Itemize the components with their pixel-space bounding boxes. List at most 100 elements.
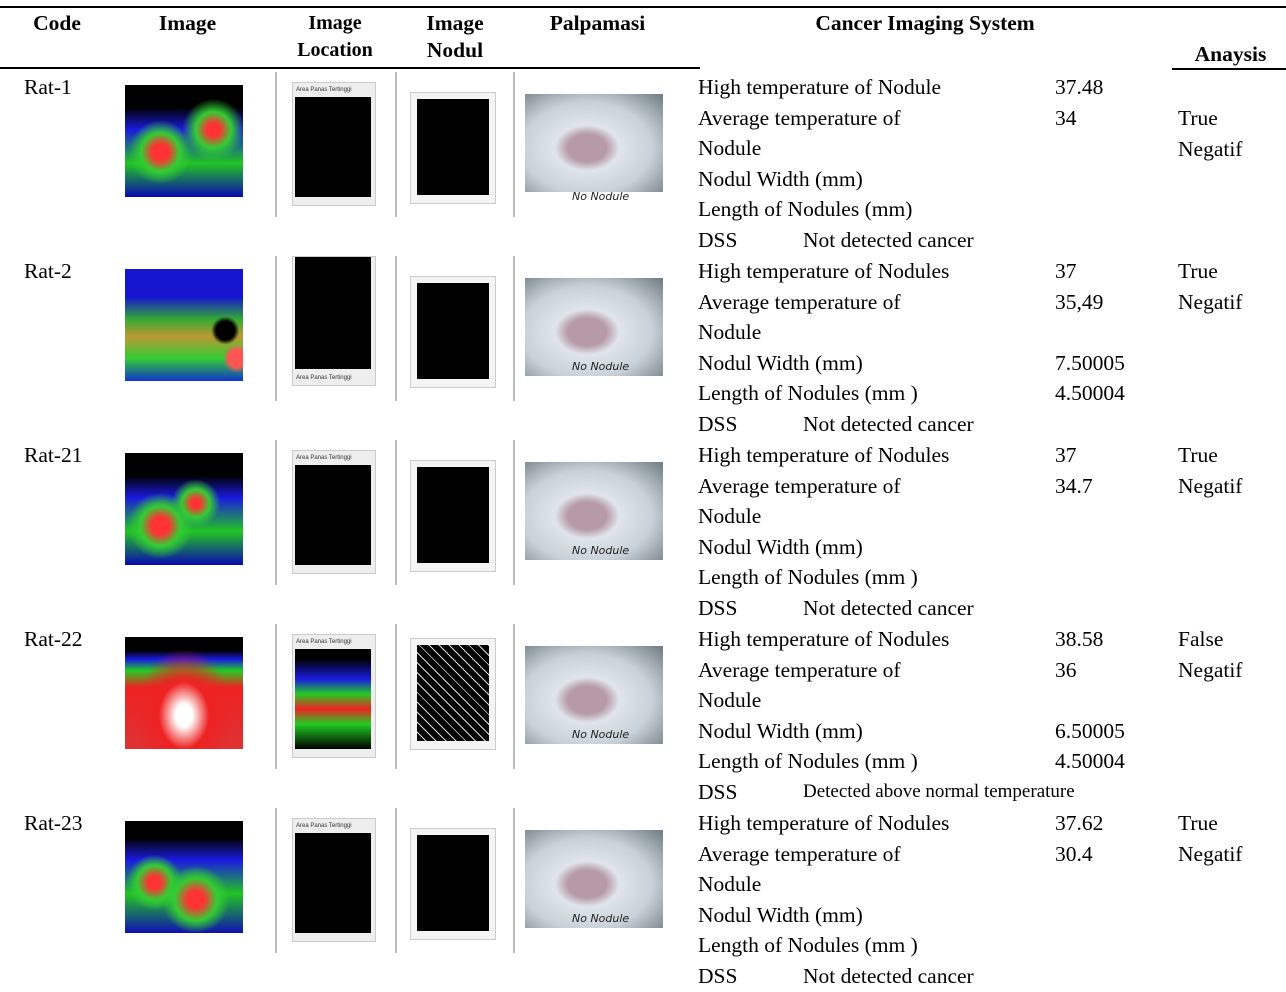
code: Rat-21 [24, 440, 94, 471]
analysis: True Negatif [1178, 440, 1258, 501]
location-caption: Area Panas Tertinggi [296, 374, 352, 382]
thermal-image [125, 85, 243, 197]
separator [275, 256, 277, 401]
separator [513, 440, 515, 585]
measure: Length of Nodules (mm) [698, 194, 1178, 225]
separator [395, 624, 397, 769]
nodul-area [417, 99, 489, 195]
measure-label: Length of Nodules (mm ) [698, 930, 968, 961]
separator [395, 72, 397, 217]
measure: Average temperature of Nodule 36 [698, 655, 1178, 716]
measure-value: 35,49 [1055, 287, 1103, 318]
separator [395, 256, 397, 401]
measure-label: High temperature of Nodule [698, 72, 968, 103]
measure: Nodul Width (mm) [698, 164, 1178, 195]
palpation-caption: No Nodule [572, 190, 629, 204]
top-rule [0, 6, 1286, 8]
dss-result: Not detected cancer [803, 961, 974, 992]
measure: High temperature of Nodules 37 [698, 440, 1178, 471]
measure-label: Nodul Width (mm) [698, 348, 968, 379]
header-cancer-imaging-system: Cancer Imaging System [740, 10, 1110, 37]
measure-value: 34.7 [1055, 471, 1093, 502]
measure-value: 37.48 [1055, 72, 1103, 103]
measure-label: Nodul Width (mm) [698, 164, 968, 195]
measure-label: Length of Nodules (mm ) [698, 378, 968, 409]
measure: Average temperature of Nodule 34.7 [698, 471, 1178, 532]
thermal-image [125, 269, 243, 381]
measure: Nodul Width (mm)7.50005 [698, 348, 1178, 379]
analysis: True Negatif [1178, 256, 1258, 317]
header-image-nodul: Image Nodul [410, 10, 500, 64]
nodul-image [410, 460, 496, 572]
location-caption: Area Panas Tertinggi [296, 454, 352, 462]
measure-value: 38.58 [1055, 624, 1103, 655]
location-caption: Area Panas Tertinggi [296, 86, 352, 94]
measure-label: Average temperature of Nodule [698, 103, 968, 164]
code: Rat-22 [24, 624, 94, 655]
thermal-image [125, 637, 243, 749]
measure: Nodul Width (mm) [698, 532, 1178, 563]
separator [513, 72, 515, 217]
location-area [295, 97, 371, 197]
separator [513, 808, 515, 953]
measures: High temperature of Nodules37.62Average … [698, 808, 1178, 961]
thermal-image [125, 453, 243, 565]
measure-label: High temperature of Nodules [698, 440, 968, 471]
measure-value: 30.4 [1055, 839, 1093, 870]
thermal-image [125, 821, 243, 933]
separator [513, 624, 515, 769]
measure: Length of Nodules (mm ) [698, 930, 1178, 961]
measure-label: Average temperature of Nodule [698, 839, 968, 900]
code: Rat-2 [24, 256, 94, 287]
measure-value: 4.50004 [1055, 378, 1125, 409]
measure-value: 34 [1055, 103, 1077, 134]
separator [275, 808, 277, 953]
palpation-caption: No Nodule [572, 912, 629, 926]
measure-label: Average temperature of Nodule [698, 655, 968, 716]
measure-label: Length of Nodules (mm ) [698, 746, 968, 777]
separator [395, 808, 397, 953]
location-image: Area Panas Tertinggi [292, 634, 376, 758]
header-rule [0, 67, 700, 69]
location-area [295, 833, 371, 933]
nodul-image [410, 638, 496, 750]
header-image-location: Image Location [285, 10, 385, 64]
analysis: True Negatif [1178, 103, 1258, 164]
measure-label: Average temperature of Nodule [698, 287, 968, 348]
palpation-caption: No Nodule [572, 360, 629, 374]
dss-label: DSS [698, 593, 737, 624]
measure-value: 36 [1055, 655, 1077, 686]
dss-label: DSS [698, 961, 737, 992]
analysis: True Negatif [1178, 808, 1258, 869]
palpation-photo [525, 94, 663, 192]
measure-label: Average temperature of Nodule [698, 471, 968, 532]
separator [513, 256, 515, 401]
location-image: Area Panas Tertinggi [292, 256, 376, 386]
dss-result: Not detected cancer [803, 593, 974, 624]
measure-label: High temperature of Nodules [698, 624, 968, 655]
table-row: Rat-2 Area Panas Tertinggi No Nodule High t… [0, 256, 1286, 440]
header-image: Image [130, 10, 245, 37]
measure: Average temperature of Nodule 34 [698, 103, 1178, 164]
measure-label: High temperature of Nodules [698, 808, 968, 839]
measure-value: 37 [1055, 256, 1077, 287]
nodul-image [410, 92, 496, 204]
dss-label: DSS [698, 409, 737, 440]
header-rule [1172, 68, 1286, 70]
measure-value: 6.50005 [1055, 716, 1125, 747]
header-palpamasi: Palpamasi [525, 10, 670, 37]
analysis: False Negatif [1178, 624, 1258, 685]
separator [275, 72, 277, 217]
measures: High temperature of Nodules 37 Average tem… [698, 256, 1178, 409]
measure-label: High temperature of Nodules [698, 256, 968, 287]
measure-label: Length of Nodules (mm) [698, 194, 968, 225]
measure-value: 37 [1055, 440, 1077, 471]
nodul-image [410, 828, 496, 940]
location-area [295, 649, 371, 749]
